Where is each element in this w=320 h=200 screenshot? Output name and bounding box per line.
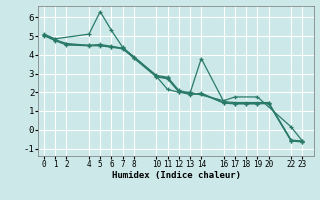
X-axis label: Humidex (Indice chaleur): Humidex (Indice chaleur): [111, 171, 241, 180]
